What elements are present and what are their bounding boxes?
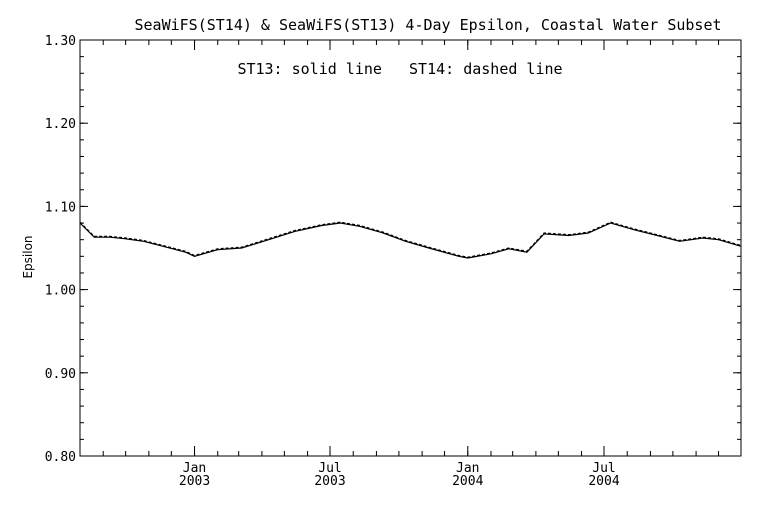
x-tick-label-year: 2003	[314, 474, 345, 489]
x-tick-label-month: Jul	[318, 461, 341, 476]
series-line-st14	[79, 221, 742, 258]
plot-frame	[79, 39, 742, 457]
y-axis-label: Epsilon	[21, 235, 35, 278]
y-tick-label: 1.00	[45, 284, 76, 299]
series-line-st13	[79, 222, 742, 259]
x-tick-label-month: Jul	[592, 461, 615, 476]
x-tick-label-month: Jan	[183, 461, 206, 476]
y-tick-label: 0.90	[45, 367, 76, 382]
y-axis: 0.80 0.90 1.00 1.10 1.20 1.30	[45, 34, 741, 465]
y-tick-label: 0.80	[45, 450, 76, 465]
y-tick-label: 1.10	[45, 200, 76, 215]
y-tick-label: 1.20	[45, 117, 76, 132]
x-tick-label-year: 2003	[179, 474, 210, 489]
chart-title: SeaWiFS(ST14) & SeaWiFS(ST13) 4-Day Epsi…	[135, 16, 722, 34]
y-tick-label: 1.30	[45, 34, 76, 49]
x-tick-label-year: 2004	[452, 474, 483, 489]
x-tick-label-month: Jan	[456, 461, 479, 476]
x-tick-label-year: 2004	[588, 474, 619, 489]
chart-annotation: ST13: solid line ST14: dashed line	[237, 60, 562, 78]
series-group	[79, 221, 742, 259]
